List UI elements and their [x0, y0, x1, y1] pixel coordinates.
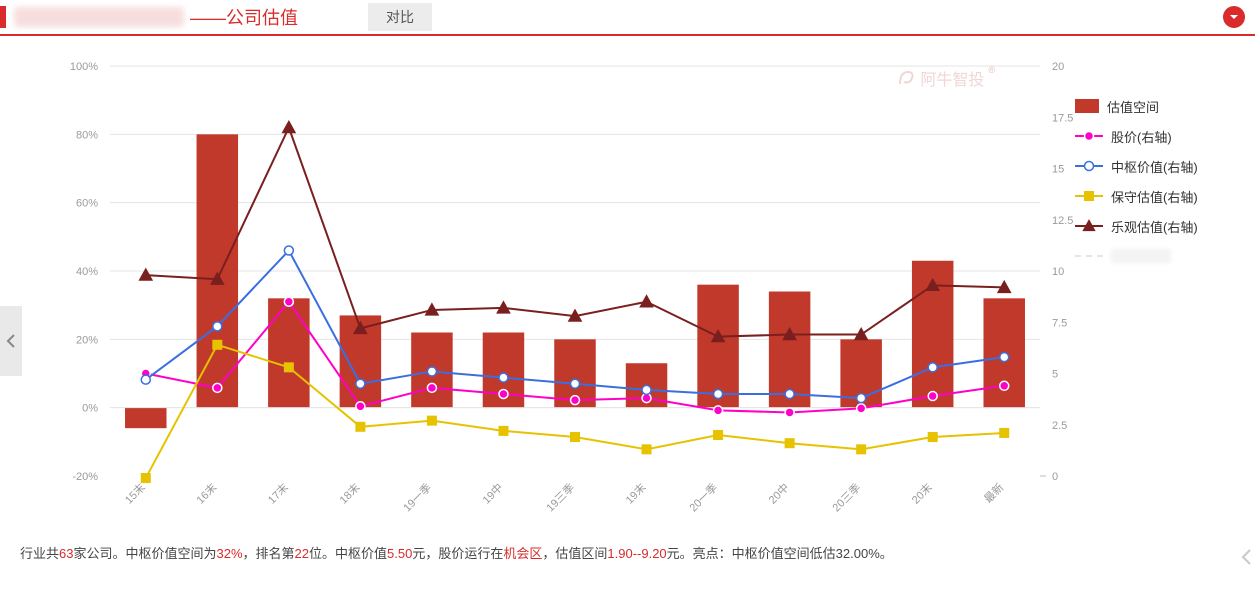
footer-text: 位。中枢价值	[309, 546, 387, 561]
legend-label: 估值空间	[1107, 97, 1159, 116]
header-accent-bar	[0, 6, 6, 28]
legend-label-redacted	[1111, 249, 1171, 263]
footer-rank: 22	[295, 546, 309, 561]
legend-swatch	[1075, 135, 1103, 137]
svg-text:17末: 17末	[265, 480, 291, 506]
chart-legend: 估值空间股价(右轴) 中枢价值(右轴) 保守估值(右轴) 乐观估值(右轴)	[1075, 91, 1235, 271]
legend-item[interactable]: 股价(右轴)	[1075, 121, 1235, 151]
legend-label: 保守估值(右轴)	[1111, 187, 1198, 206]
svg-text:7.5: 7.5	[1052, 317, 1067, 329]
footer-text: 行业共	[20, 546, 59, 561]
svg-text:0%: 0%	[82, 403, 98, 415]
collapse-toggle-button[interactable]	[1223, 6, 1245, 28]
legend-item[interactable]: 中枢价值(右轴)	[1075, 151, 1235, 181]
chevron-left-icon	[1239, 548, 1253, 566]
svg-text:17.5: 17.5	[1052, 112, 1073, 124]
svg-text:20中: 20中	[766, 481, 792, 507]
right-nav-arrow[interactable]	[1239, 548, 1253, 572]
svg-text:2.5: 2.5	[1052, 420, 1067, 432]
footer-text: ，估值区间	[542, 546, 607, 561]
chevron-down-icon	[1228, 11, 1240, 23]
svg-text:0: 0	[1052, 471, 1058, 483]
legend-label: 股价(右轴)	[1111, 127, 1172, 146]
svg-text:20末: 20末	[908, 480, 934, 506]
svg-text:19一季: 19一季	[401, 481, 434, 514]
summary-footer: 行业共63家公司。中枢价值空间为32%，排名第22位。中枢价值5.50元，股价运…	[0, 536, 1255, 575]
svg-text:12.5: 12.5	[1052, 215, 1073, 227]
svg-text:80%: 80%	[76, 129, 98, 141]
svg-text:15末: 15末	[122, 480, 148, 506]
footer-range: 1.90--9.20	[607, 546, 666, 561]
legend-label: 乐观估值(右轴)	[1111, 217, 1198, 236]
svg-text:15: 15	[1052, 164, 1064, 176]
svg-text:40%: 40%	[76, 266, 98, 278]
svg-text:20三季: 20三季	[830, 481, 863, 514]
legend-swatch	[1075, 225, 1103, 227]
svg-text:5: 5	[1052, 369, 1058, 381]
svg-text:60%: 60%	[76, 198, 98, 210]
footer-text: 元。亮点：中枢价值空间低估32.00%。	[667, 546, 893, 561]
svg-text:10: 10	[1052, 266, 1064, 278]
legend-swatch	[1075, 99, 1099, 113]
legend-swatch	[1075, 255, 1103, 257]
svg-text:19末: 19末	[622, 480, 648, 506]
valuation-chart: -20% 0% 20% 40% 60% 80% 100% 0 2.5 5 7.5 10 12.5 15 17…	[0, 36, 1255, 536]
chevron-left-icon	[6, 334, 16, 348]
svg-text:100%: 100%	[70, 61, 98, 73]
compare-button[interactable]: 对比	[368, 3, 432, 31]
svg-text:18末: 18末	[336, 480, 362, 506]
svg-text:20: 20	[1052, 61, 1064, 73]
footer-zone: 机会区	[503, 546, 542, 561]
svg-text:19三季: 19三季	[544, 481, 577, 514]
legend-swatch	[1075, 165, 1103, 167]
legend-label: 中枢价值(右轴)	[1111, 157, 1198, 176]
footer-text: 家公司。中枢价值空间为	[73, 546, 216, 561]
svg-text:20%: 20%	[76, 334, 98, 346]
legend-swatch	[1075, 195, 1103, 197]
chart-container: 阿牛智投 ® -20%0%20%40%60%80%100%02.557.5101…	[0, 36, 1255, 536]
footer-text: ，排名第	[243, 546, 295, 561]
legend-item[interactable]: 估值空间	[1075, 91, 1235, 121]
svg-text:最新: 最新	[981, 480, 1006, 505]
legend-item[interactable]: 乐观估值(右轴)	[1075, 211, 1235, 241]
footer-pivot-value: 5.50	[387, 546, 412, 561]
footer-space-pct: 32%	[217, 546, 243, 561]
footer-text: 元，股价运行在	[412, 546, 503, 561]
footer-company-count: 63	[59, 546, 73, 561]
svg-text:16末: 16末	[193, 480, 219, 506]
left-expand-handle[interactable]	[0, 306, 22, 376]
svg-text:20一季: 20一季	[687, 481, 720, 514]
legend-item[interactable]	[1075, 241, 1235, 271]
svg-text:19中: 19中	[480, 481, 506, 507]
svg-text:-20%: -20%	[72, 471, 98, 483]
header-redacted-name	[14, 7, 184, 27]
header-title-suffix: ——公司估值	[190, 4, 298, 30]
legend-item[interactable]: 保守估值(右轴)	[1075, 181, 1235, 211]
section-header: ——公司估值 对比	[0, 0, 1255, 36]
